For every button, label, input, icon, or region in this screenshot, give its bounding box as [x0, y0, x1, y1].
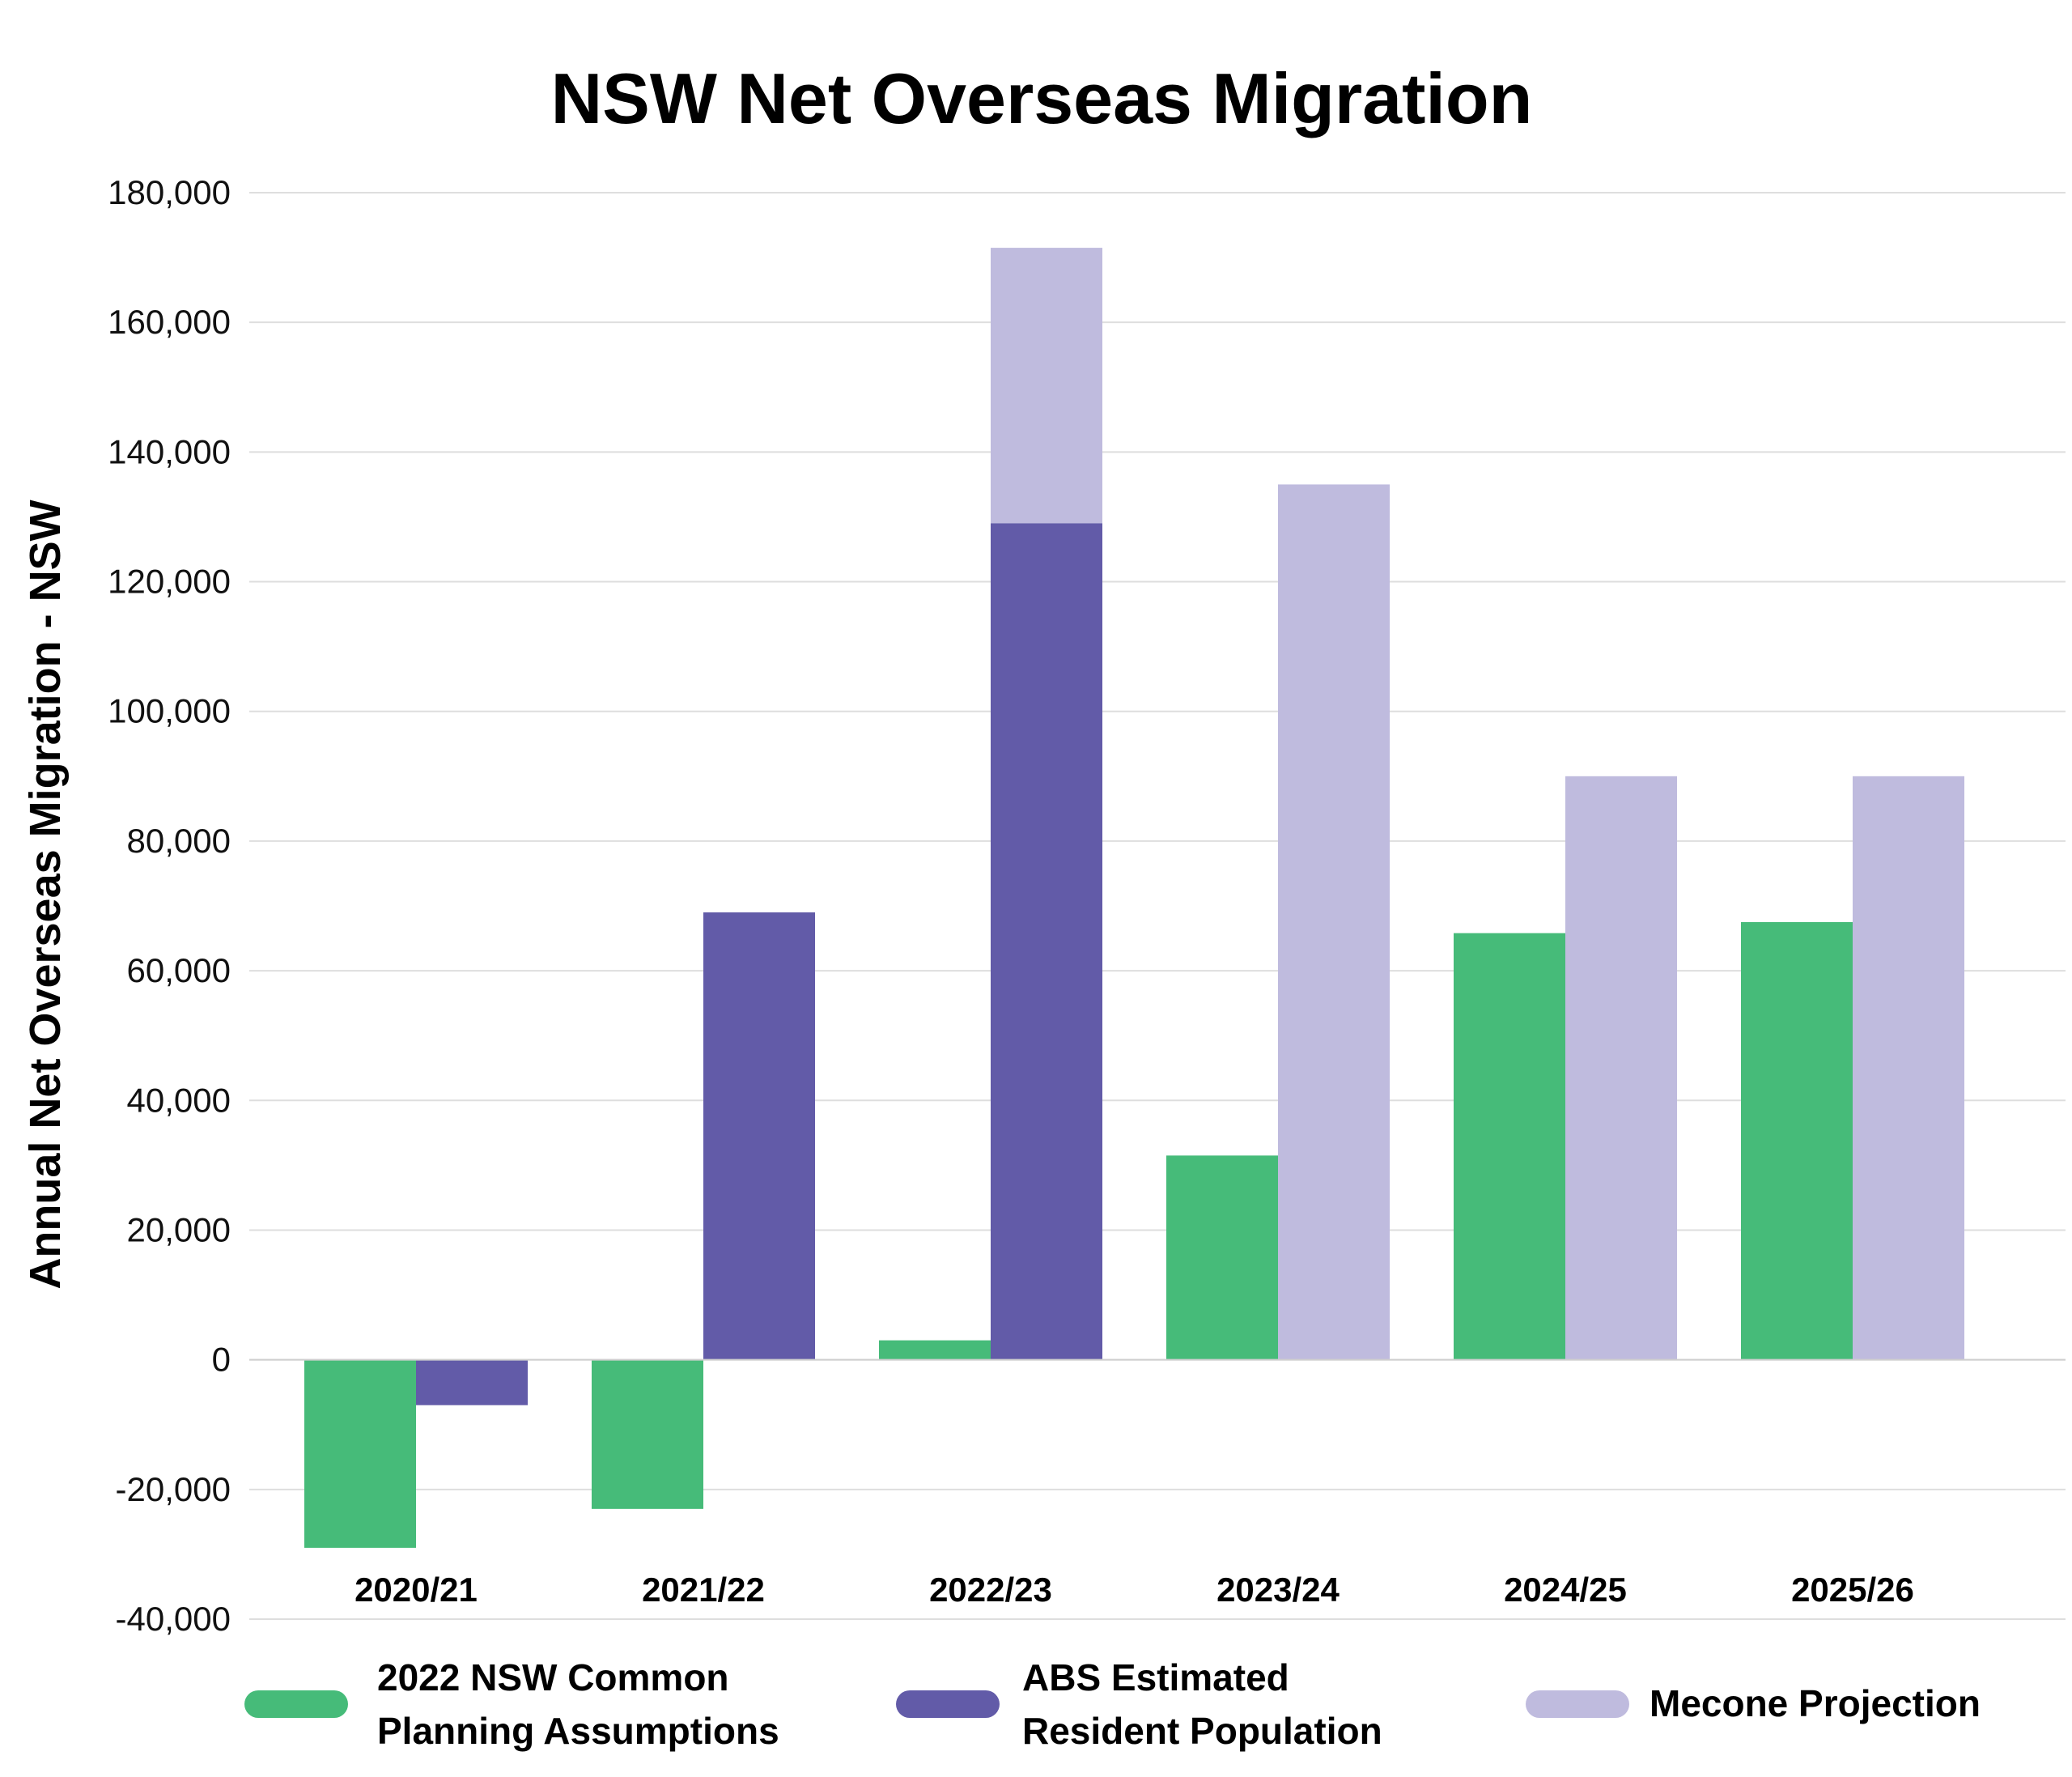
- bar-nsw-cpa: [1166, 1155, 1278, 1360]
- bar-nsw-cpa: [1454, 933, 1565, 1360]
- x-tick-label: 2025/26: [1791, 1571, 1914, 1609]
- y-tick-label: -20,000: [116, 1470, 231, 1508]
- bar-mecone-projection: [1278, 484, 1390, 1360]
- legend: 2022 NSW Common Planning Assumptions ABS E…: [244, 1656, 1981, 1752]
- y-tick-label: -40,000: [116, 1600, 231, 1638]
- bar-mecone-projection: [1853, 776, 1964, 1360]
- y-tick-label: 120,000: [108, 563, 231, 601]
- x-tick-label: 2023/24: [1216, 1571, 1340, 1609]
- bar-nsw-cpa: [304, 1359, 416, 1548]
- x-tick-label: 2020/21: [355, 1571, 478, 1609]
- y-tick-label: 180,000: [108, 173, 231, 211]
- bar-abs-erp: [703, 912, 815, 1360]
- y-tick-label: 40,000: [127, 1081, 231, 1119]
- y-tick-label: 100,000: [108, 692, 231, 730]
- legend-swatch: [1526, 1690, 1629, 1718]
- bar-nsw-cpa: [879, 1340, 991, 1360]
- y-tick-label: 80,000: [127, 822, 231, 860]
- y-tick-label: 20,000: [127, 1210, 231, 1248]
- y-axis-label: Annual Net Overseas Migration - NSW: [21, 500, 70, 1289]
- y-tick-label: 60,000: [127, 951, 231, 989]
- y-tick-label: 140,000: [108, 432, 231, 470]
- bar-abs-erp: [416, 1359, 528, 1405]
- bar-nsw-cpa: [1741, 922, 1853, 1360]
- bar-nsw-cpa: [592, 1359, 703, 1509]
- chart-title: NSW Net Overseas Migration: [551, 58, 1533, 138]
- x-tick-label: 2021/22: [642, 1571, 765, 1609]
- legend-label: Resident Population: [1022, 1710, 1382, 1752]
- bar-mecone-projection: [1565, 776, 1677, 1360]
- x-tick-label: 2024/25: [1504, 1571, 1627, 1609]
- x-axis-ticks: 2020/21 2021/22 2022/23 2023/24 2024/25 2025/…: [355, 1571, 1914, 1609]
- legend-label: ABS Estimated: [1022, 1656, 1289, 1698]
- legend-label: 2022 NSW Common: [377, 1656, 729, 1698]
- legend-swatch: [244, 1690, 348, 1718]
- bar-abs-erp: [991, 523, 1102, 1360]
- legend-label: Planning Assumptions: [377, 1710, 779, 1752]
- y-axis-ticks: -40,000 -20,000 0 20,000 40,000 60,000 80,000 1…: [108, 173, 231, 1638]
- y-tick-label: 160,000: [108, 303, 231, 341]
- legend-swatch: [896, 1690, 1000, 1718]
- y-tick-label: 0: [212, 1341, 231, 1379]
- bars: [249, 248, 2066, 1548]
- x-tick-label: 2022/23: [929, 1571, 1052, 1609]
- legend-label: Mecone Projection: [1650, 1682, 1981, 1724]
